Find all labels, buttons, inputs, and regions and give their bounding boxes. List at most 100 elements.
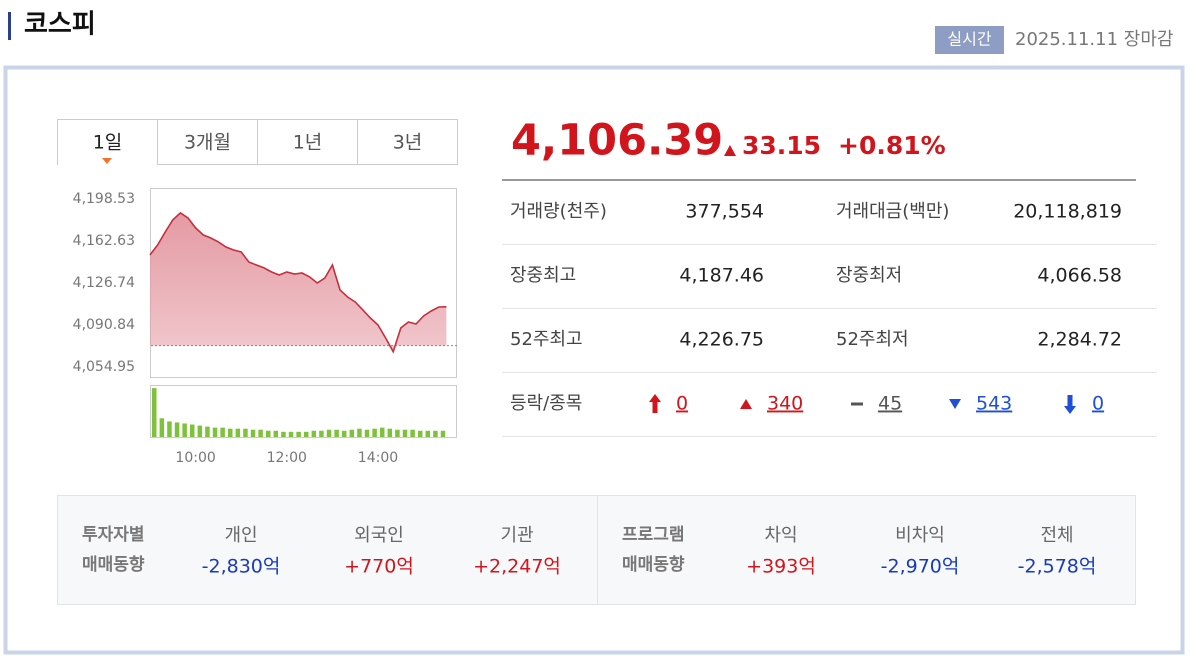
y-tick-label: 4,198.53 <box>73 191 135 207</box>
tab[interactable] <box>57 119 158 165</box>
y-tick-label: 4,090.84 <box>73 317 135 333</box>
title-bar <box>8 12 11 40</box>
y-tick-label: 4,162.63 <box>73 233 135 249</box>
up-icon <box>724 145 736 156</box>
investor-value: +393억 <box>746 556 816 578</box>
volume-bar <box>273 430 279 437</box>
stat-value: 377,554 <box>685 201 764 223</box>
investor-group-label: 투자자별 <box>82 525 145 545</box>
price-area <box>150 212 447 352</box>
volume-bar <box>326 429 332 437</box>
investor-value: -2,830억 <box>202 556 281 578</box>
breadth-icon <box>1064 395 1076 414</box>
investor-group-label: 매매동향 <box>622 554 685 575</box>
volume-bar <box>288 431 294 437</box>
volume-bar <box>395 429 400 437</box>
price-change: 33.15 <box>742 131 821 160</box>
volume-bar <box>152 388 157 437</box>
volume-bar <box>227 428 233 437</box>
page-title: 코스피 <box>24 10 96 40</box>
breadth-count[interactable]: 340 <box>767 393 803 415</box>
volume-bar <box>433 430 438 437</box>
breadth-count[interactable]: 45 <box>878 393 902 415</box>
stat-label: 거래량(천주) <box>510 201 607 222</box>
volume-bar <box>182 423 187 437</box>
volume-bar <box>387 428 393 437</box>
volume-bar <box>379 427 385 437</box>
investor-group-label: 매매동향 <box>82 554 145 575</box>
x-tick-label: 12:00 <box>267 450 307 466</box>
volume-bar <box>425 430 431 437</box>
volume-bar <box>265 430 271 437</box>
stat-label: 52주최고 <box>510 329 583 350</box>
current-price: 4,106.39 <box>511 116 723 166</box>
investor-value: -2,970억 <box>881 556 960 578</box>
volume-bar <box>189 424 195 437</box>
volume-bar <box>440 430 446 437</box>
tab[interactable] <box>357 119 458 165</box>
breadth-icon <box>740 399 752 409</box>
stat-value: 4,066.58 <box>1037 265 1122 287</box>
breadth-count[interactable]: 0 <box>1092 393 1104 415</box>
breadth-count[interactable]: 0 <box>676 393 688 415</box>
volume-bar <box>402 429 408 437</box>
breadth-icon <box>949 399 961 409</box>
stat-value: 20,118,819 <box>1013 201 1122 223</box>
volume-bar <box>341 430 347 437</box>
tab-label[interactable]: 3개월 <box>184 132 231 154</box>
volume-bar <box>250 429 256 437</box>
investor-name: 개인 <box>224 525 257 546</box>
volume-bar <box>205 426 210 437</box>
tab-label[interactable]: 3년 <box>393 132 423 154</box>
volume-bar <box>159 418 165 437</box>
volume-bar <box>243 428 248 437</box>
volume-bar <box>281 431 286 437</box>
volume-bar <box>372 428 377 437</box>
stat-value: 4,187.46 <box>679 265 764 287</box>
stat-value: 2,284.72 <box>1037 329 1122 351</box>
volume-bar <box>303 431 309 437</box>
x-tick-label: 14:00 <box>358 450 398 466</box>
volume-bar <box>410 429 415 437</box>
breadth-count[interactable]: 543 <box>976 393 1012 415</box>
breadth-label: 등락/종목 <box>510 393 582 414</box>
price-line <box>149 211 447 354</box>
investor-name: 차익 <box>764 525 797 546</box>
investor-group-label: 프로그램 <box>622 525 685 545</box>
investor-name: 비차익 <box>895 525 945 546</box>
investor-panel <box>57 495 1136 605</box>
market-status: 2025.11.11 장마감 <box>1015 29 1173 50</box>
y-tick-label: 4,054.95 <box>73 359 135 375</box>
volume-bar <box>417 430 423 437</box>
x-tick-label: 10:00 <box>175 450 215 466</box>
stat-value: 4,226.75 <box>679 329 764 351</box>
volume-bar <box>319 430 324 437</box>
tab-label[interactable]: 1년 <box>293 132 323 154</box>
investor-name: 외국인 <box>354 525 404 546</box>
volume-bar <box>334 429 339 437</box>
y-tick-label: 4,126.74 <box>73 275 135 291</box>
tab-indicator <box>102 158 112 164</box>
investor-name: 전체 <box>1040 525 1073 546</box>
investor-name: 기관 <box>500 525 533 546</box>
volume-bar <box>212 427 218 437</box>
investor-value: -2,578억 <box>1018 556 1097 578</box>
volume-bar <box>364 429 370 437</box>
breadth-icon <box>851 402 863 406</box>
volume-bar <box>235 428 241 437</box>
volume-bar <box>258 429 263 437</box>
volume-bar <box>349 429 355 437</box>
volume-bar <box>220 427 225 437</box>
volume-bar <box>311 430 317 437</box>
stat-label: 장중최저 <box>836 265 902 286</box>
investor-value: +770억 <box>344 556 414 578</box>
investor-value: +2,247억 <box>473 556 561 578</box>
volume-bar <box>174 422 180 437</box>
stat-label: 거래대금(백만) <box>836 201 949 222</box>
tab-label[interactable]: 1일 <box>93 132 123 154</box>
stat-label: 장중최고 <box>510 265 576 286</box>
stat-label: 52주최저 <box>836 329 909 350</box>
volume-bar <box>296 431 301 437</box>
